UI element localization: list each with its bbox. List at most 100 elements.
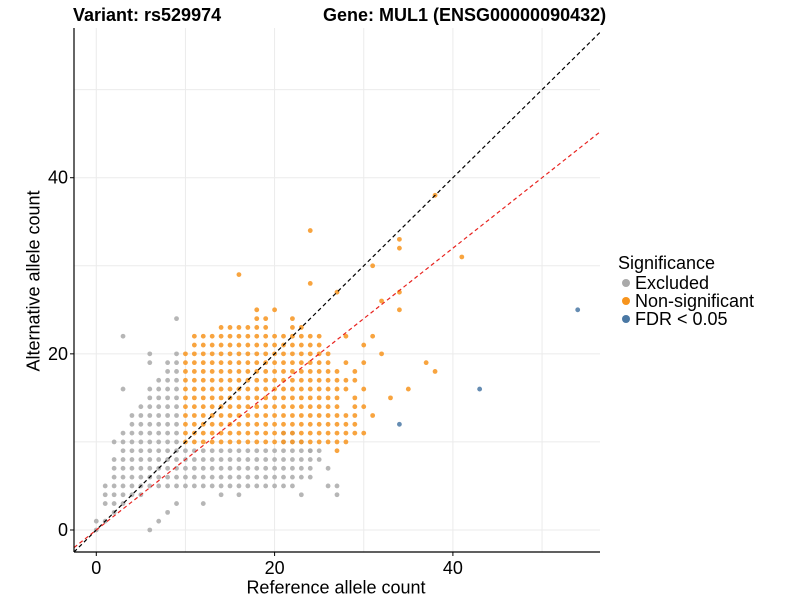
point-non-significant: [218, 413, 224, 418]
point-excluded: [263, 448, 269, 454]
point-non-significant: [245, 413, 251, 418]
legend-title: Significance: [618, 253, 716, 273]
point-non-significant: [298, 386, 304, 392]
point-excluded: [200, 501, 206, 506]
point-excluded: [307, 457, 313, 462]
point-non-significant: [236, 395, 242, 401]
point-excluded: [263, 457, 269, 462]
point-excluded: [218, 492, 224, 498]
point-non-significant: [281, 360, 286, 366]
chart-title-gene: Gene: MUL1 (ENSG00000090432): [323, 5, 607, 25]
point-excluded: [165, 377, 171, 383]
x-tick-label: 40: [443, 558, 463, 578]
point-excluded: [263, 474, 269, 480]
point-non-significant: [316, 342, 322, 348]
point-non-significant: [254, 395, 260, 401]
point-excluded: [174, 474, 179, 480]
point-non-significant: [191, 342, 197, 348]
point-non-significant: [290, 430, 295, 436]
point-excluded: [165, 509, 171, 515]
identity-line: [74, 31, 600, 552]
point-excluded: [165, 395, 171, 401]
point-non-significant: [245, 342, 251, 348]
legend: Significance Excluded Non-significant FD…: [618, 253, 754, 329]
point-non-significant: [343, 377, 349, 383]
point-non-significant: [334, 377, 340, 383]
point-non-significant: [227, 386, 233, 392]
point-non-significant: [191, 395, 197, 401]
point-excluded: [147, 483, 153, 489]
point-non-significant: [423, 360, 429, 366]
point-excluded: [200, 465, 206, 471]
point-non-significant: [218, 325, 224, 330]
x-axis-label: Reference allele count: [246, 577, 426, 598]
point-non-significant: [254, 342, 260, 348]
point-excluded: [334, 492, 340, 498]
point-non-significant: [307, 342, 313, 348]
point-excluded: [129, 483, 135, 489]
point-excluded: [209, 483, 215, 489]
point-non-significant: [316, 439, 322, 445]
point-non-significant: [334, 413, 340, 418]
point-non-significant: [209, 360, 215, 366]
point-excluded: [200, 448, 206, 454]
point-non-significant: [307, 351, 313, 357]
point-excluded: [290, 474, 295, 480]
point-non-significant: [227, 342, 233, 348]
point-excluded: [147, 351, 153, 357]
point-excluded: [147, 527, 153, 533]
point-excluded: [290, 448, 295, 454]
point-non-significant: [343, 430, 349, 436]
point-excluded: [272, 474, 277, 480]
point-non-significant: [325, 421, 331, 427]
point-non-significant: [263, 377, 269, 383]
point-excluded: [120, 457, 126, 462]
point-excluded: [236, 465, 242, 471]
point-excluded: [263, 465, 269, 471]
point-non-significant: [325, 430, 331, 436]
point-non-significant: [263, 351, 269, 357]
point-non-significant: [227, 325, 233, 330]
point-non-significant: [343, 413, 349, 418]
point-excluded: [200, 457, 206, 462]
point-non-significant: [361, 342, 367, 348]
point-non-significant: [334, 404, 340, 410]
point-non-significant: [316, 360, 322, 366]
point-non-significant: [290, 360, 295, 366]
point-non-significant: [361, 404, 367, 410]
point-excluded: [298, 457, 304, 462]
legend-item-non-significant: Non-significant: [618, 291, 754, 311]
point-excluded: [191, 483, 197, 489]
point-non-significant: [218, 377, 224, 383]
point-non-significant: [298, 413, 304, 418]
point-excluded: [129, 439, 135, 445]
point-non-significant: [298, 395, 304, 401]
point-non-significant: [298, 439, 304, 445]
point-non-significant: [245, 395, 251, 401]
point-non-significant: [281, 386, 286, 392]
point-non-significant: [183, 413, 188, 418]
point-non-significant: [352, 404, 358, 410]
point-non-significant: [290, 386, 295, 392]
point-non-significant: [254, 421, 260, 427]
point-non-significant: [263, 430, 269, 436]
point-excluded: [281, 457, 286, 462]
point-non-significant: [316, 395, 322, 401]
point-non-significant: [316, 369, 322, 374]
point-excluded: [147, 386, 153, 392]
point-excluded: [227, 457, 233, 462]
point-fdr-0-05: [397, 421, 402, 427]
point-excluded: [120, 386, 126, 392]
point-non-significant: [281, 404, 286, 410]
point-non-significant: [334, 439, 340, 445]
point-non-significant: [307, 430, 313, 436]
point-non-significant: [290, 395, 295, 401]
point-excluded: [156, 386, 162, 392]
y-tick-label: 20: [48, 344, 68, 364]
point-non-significant: [200, 333, 206, 339]
point-excluded: [120, 465, 126, 471]
point-non-significant: [200, 404, 206, 410]
point-excluded: [298, 474, 304, 480]
point-excluded: [272, 457, 277, 462]
point-non-significant: [263, 369, 269, 374]
